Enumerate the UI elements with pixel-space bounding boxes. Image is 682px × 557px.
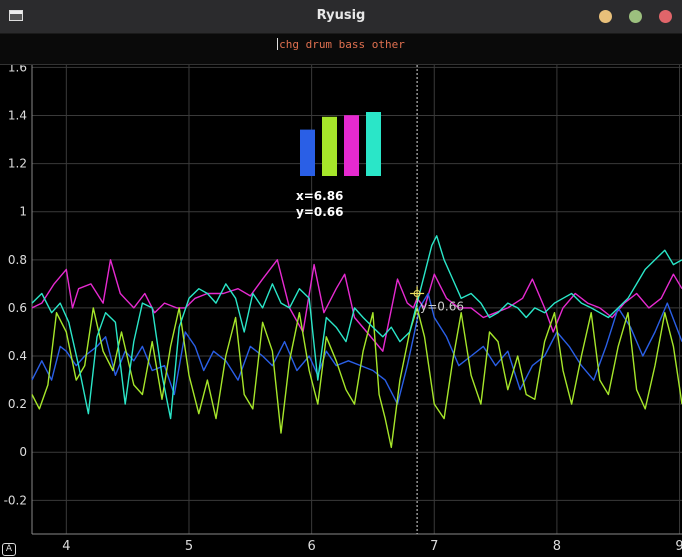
- y-tick-label: 0.2: [8, 397, 27, 411]
- cursor-x-readout: x=6.86: [296, 189, 343, 203]
- series-line-3: [31, 307, 682, 449]
- autoscale-badge[interactable]: A: [2, 543, 16, 556]
- command-bar[interactable]: chg drum bass other: [0, 34, 682, 65]
- close-button[interactable]: [659, 10, 672, 23]
- legend-bar-2: [322, 116, 337, 176]
- y-tick-label: 1.6: [8, 65, 27, 74]
- legend: x=6.86 y=0.66: [296, 112, 381, 219]
- legend-bar-4: [366, 112, 381, 176]
- y-tick-label: 1: [19, 205, 27, 219]
- window-title: Ryusig: [316, 8, 366, 23]
- cursor-value-label: y=0.66: [420, 299, 464, 313]
- y-tick-label: 0.4: [8, 349, 27, 363]
- cursor: y=0.66: [410, 65, 464, 534]
- text-caret: [277, 38, 279, 50]
- crosshair-marker: [413, 289, 421, 297]
- y-tick-label: -0.2: [4, 493, 27, 507]
- axes: 4 5 6 7 8 9 -0.2 0 0.2 0.4 0.6 0.8 1 1.2 1.4 1.6: [4, 65, 682, 554]
- x-tick-label: 6: [307, 539, 315, 554]
- command-input[interactable]: chg drum bass other: [0, 38, 682, 51]
- legend-bar-1: [300, 129, 315, 176]
- y-tick-label: 1.2: [8, 157, 27, 171]
- app-window-icon: [9, 10, 23, 21]
- x-tick-label: 7: [430, 539, 438, 554]
- signal-plot[interactable]: 4 5 6 7 8 9 -0.2 0 0.2 0.4 0.6 0.8 1 1.2 1.4 1.6 y=0.66…: [0, 65, 682, 557]
- y-tick-label: 0.8: [8, 253, 27, 267]
- command-text: chg drum bass other: [279, 38, 405, 51]
- y-tick-label: 1.4: [8, 109, 27, 123]
- x-tick-label: 8: [553, 539, 561, 554]
- cursor-y-readout: y=0.66: [296, 205, 343, 219]
- minimize-button[interactable]: [599, 10, 612, 23]
- x-tick-label: 4: [62, 539, 70, 554]
- x-tick-label: 5: [185, 539, 193, 554]
- series-line-4: [31, 235, 682, 420]
- series-lines: [31, 235, 682, 449]
- y-tick-label: 0.6: [8, 301, 27, 315]
- title-bar: Ryusig: [0, 0, 682, 34]
- x-tick-label: 9: [675, 539, 682, 554]
- legend-bar-3: [344, 115, 359, 176]
- maximize-button[interactable]: [629, 10, 642, 23]
- series-line-1: [31, 259, 682, 352]
- y-tick-label: 0: [19, 445, 27, 459]
